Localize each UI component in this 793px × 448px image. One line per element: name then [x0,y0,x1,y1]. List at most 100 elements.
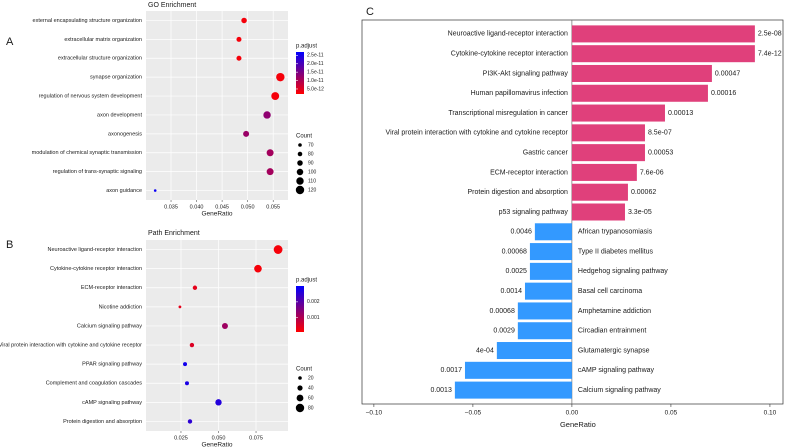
category-label: Hedgehog signaling pathway [578,268,668,275]
chart-title: Path Enrichment [148,230,200,237]
category-label: cAMP signaling pathway [578,367,655,374]
category-label: Type II diabetes mellitus [578,248,654,255]
category-label: Calcium signaling pathway [578,387,661,394]
x-tick-label: 0.035 [164,204,178,210]
size-legend-label: 100 [308,169,317,175]
category-label: PI3K-Akt signaling pathway [483,70,569,77]
colorbar-tick-label: 1.0e-11 [307,78,324,84]
bar [464,361,572,379]
bar [524,282,572,300]
dot [254,264,262,273]
y-tick-label: Cytokine-cytokine receptor interaction [50,266,142,272]
dot [243,130,250,137]
dot [266,168,274,176]
pvalue-label: 3.3e-05 [628,209,652,216]
dot [271,92,280,101]
dot [221,322,228,329]
x-tick-label: −0.05 [465,410,482,417]
pvalue-label: 0.0025 [506,268,528,275]
colorbar-tick-label: 5.0e-12 [307,86,324,92]
y-tick-label: Complement and coagulation cascades [46,381,143,387]
size-legend-dot [298,143,302,147]
category-label: Transcriptional misregulation in cancer [448,110,568,117]
x-axis-label: GeneRatio [560,420,596,429]
pvalue-label: 4e-04 [476,347,494,354]
pvalue-label: 0.00047 [715,70,740,77]
size-legend-dot [298,376,302,380]
bar [571,64,712,82]
dot [183,362,188,367]
bar [571,84,708,102]
colorbar-tick-label: 2.0e-11 [307,61,324,67]
legend-title: Count [296,367,312,373]
y-tick-label: extracellular matrix organization [64,37,142,43]
y-tick-label: modulation of chemical synaptic transmis… [32,150,142,156]
pvalue-label: 7.4e-12 [758,51,782,58]
size-legend-dot [297,385,303,391]
y-tick-label: cAMP signaling pathway [82,400,142,406]
category-label: Amphetamine addiction [578,308,651,315]
dot [273,245,283,254]
pvalue-label: 0.00062 [631,189,656,196]
x-tick-label: 0.055 [266,204,280,210]
size-legend-label: 110 [308,178,316,184]
bar [571,163,637,181]
pvalue-label: 0.00016 [711,90,736,97]
dot [263,111,271,119]
pvalue-label: 0.0017 [441,367,463,374]
category-label: Human papillomavirus infection [471,90,568,97]
bar [571,203,625,221]
y-tick-label: ECM-receptor interaction [81,285,142,291]
pvalue-label: 2.5e-08 [758,31,782,38]
y-tick-label: axon guidance [106,188,142,194]
colorbar [296,52,304,94]
y-tick-label: Viral protein interaction with cytokine … [0,343,142,349]
pvalue-label: 0.00013 [668,110,693,117]
dot [192,285,198,290]
dot [187,419,193,424]
bar [571,25,755,43]
size-legend-dot [295,403,305,413]
legend-title: p.adjust [296,44,317,50]
x-tick-label: 0.025 [174,435,188,441]
category-label: Circadian entrainment [578,328,647,335]
panel-letter: B [6,239,13,251]
bar [496,342,572,360]
y-tick-label: Nicotine addiction [99,304,142,310]
chart-title: GO Enrichment [148,2,196,9]
category-label: Neuroactive ligand-receptor interaction [448,31,568,38]
size-legend-dot [297,151,303,157]
size-legend-label: 120 [308,187,317,193]
size-legend-dot [296,394,304,402]
legend-title: Count [296,134,312,140]
pvalue-label: 0.0014 [501,288,523,295]
dot [266,149,274,157]
category-label: ECM-receptor interaction [490,169,568,176]
y-tick-label: Calcium signaling pathway [77,323,142,329]
y-tick-label: Protein digestion and absorption [63,419,142,425]
pvalue-label: 7.6e-06 [640,169,664,176]
x-tick-label: 0.00 [566,410,579,417]
pvalue-label: 0.0046 [510,229,532,236]
bar [571,45,755,63]
size-legend-dot [296,168,304,176]
size-legend-label: 70 [308,142,314,148]
colorbar-tick-label: 0.002 [307,299,320,305]
dot [241,17,247,24]
colorbar-tick-label: 1.5e-11 [307,69,324,75]
size-legend-label: 80 [308,405,314,411]
bar [517,322,572,340]
panel-letter: A [6,36,14,48]
y-tick-label: regulation of nervous system development [39,94,143,100]
y-tick-label: axonogenesis [108,131,142,137]
category-label: Glutamatergic synapse [578,347,650,354]
colorbar-tick-label: 0.001 [307,315,320,321]
y-tick-label: synapse organization [90,75,142,81]
bar [454,381,572,399]
size-legend-dot [296,177,304,185]
pvalue-label: 0.00053 [648,149,673,156]
category-label: p53 signaling pathway [499,209,569,216]
y-tick-label: regulation of trans-synaptic signaling [53,169,142,175]
